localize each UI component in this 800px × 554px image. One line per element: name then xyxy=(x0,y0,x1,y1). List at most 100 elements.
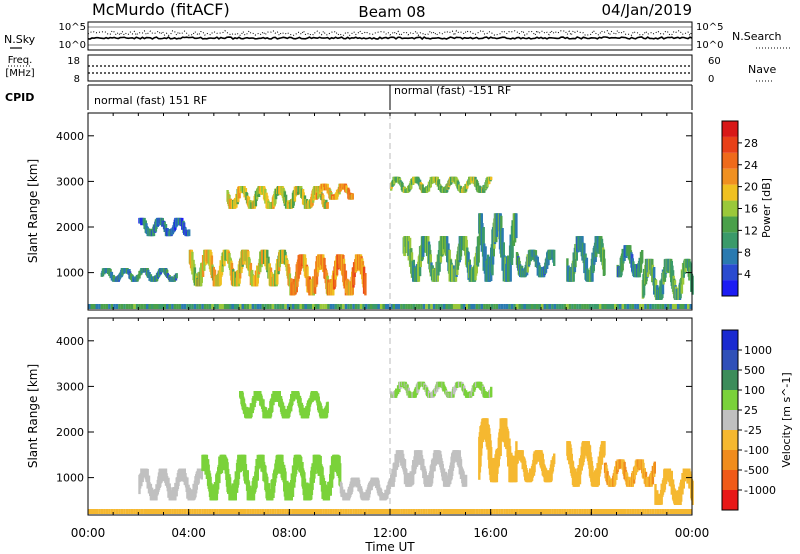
power-colorbar-swatch xyxy=(722,264,738,281)
freq-panel: Freq. [MHz] 18 8 60 0 Nave xyxy=(5,54,776,85)
velocity-near-range-cell xyxy=(500,509,504,514)
power-near-range-cell xyxy=(324,304,328,309)
velocity-near-range-cell xyxy=(578,509,582,514)
power-y-tick-label: 3000 xyxy=(56,175,84,188)
power-near-range-cell xyxy=(269,304,272,309)
power-near-range-cell xyxy=(271,304,275,309)
power-near-range-cell xyxy=(312,304,315,309)
power-near-range-cell xyxy=(518,304,521,309)
velocity-near-range-cell xyxy=(120,509,124,514)
velocity-colorbar-tick-label: 100 xyxy=(744,384,765,397)
power-near-range-cell xyxy=(304,304,307,309)
power-near-range-cell xyxy=(234,304,237,309)
power-near-range-cell xyxy=(568,304,572,309)
velocity-near-range-cell xyxy=(659,509,662,514)
power-near-range-cell xyxy=(339,304,343,309)
velocity-near-range-cell xyxy=(100,509,104,514)
power-near-range-cell xyxy=(120,304,124,309)
power-near-range-cell xyxy=(621,304,625,309)
velocity-near-range-cell xyxy=(490,509,494,514)
power-near-range-cell xyxy=(289,304,292,309)
cpid-mode-1: normal (fast) 151 RF xyxy=(94,94,207,107)
power-near-range-cell xyxy=(188,304,192,309)
velocity-near-range-cell xyxy=(661,509,665,514)
power-near-range-cell xyxy=(299,304,302,309)
velocity-near-range-cell xyxy=(392,509,396,514)
power-cell xyxy=(641,250,644,263)
velocity-near-range-cell xyxy=(644,509,647,514)
power-near-range-cell xyxy=(236,304,240,309)
power-near-range-cell xyxy=(460,304,464,309)
power-near-range-cell xyxy=(279,304,282,309)
power-near-range-cell xyxy=(681,304,685,309)
power-near-range-cell xyxy=(538,304,542,309)
velocity-near-range-cell xyxy=(347,509,350,514)
velocity-near-range-cell xyxy=(674,509,677,514)
power-panel: 1000 2000 3000 4000 Slant Range [km] xyxy=(26,112,694,311)
velocity-y-tick-label: 3000 xyxy=(56,380,84,393)
velocity-near-range-cell xyxy=(176,509,179,514)
power-near-range-cell xyxy=(616,304,620,309)
power-near-range-cell xyxy=(88,304,91,309)
power-near-range-cell xyxy=(588,304,592,309)
velocity-near-range-cell xyxy=(518,509,521,514)
power-near-range-cell xyxy=(118,304,121,309)
power-colorbar-swatch xyxy=(722,232,738,249)
power-near-range-cell xyxy=(656,304,660,309)
velocity-y-tick-label: 1000 xyxy=(56,472,84,485)
velocity-near-range-cell xyxy=(493,509,496,514)
power-near-range-cell xyxy=(548,304,552,309)
power-near-range-cell xyxy=(407,304,411,309)
power-near-range-cell xyxy=(566,304,569,309)
velocity-near-range-cell xyxy=(103,509,106,514)
velocity-panel: 1000 2000 3000 4000 00:00 04:00 08:00 12:00 16:… xyxy=(26,113,709,554)
velocity-near-range-cell xyxy=(324,509,328,514)
velocity-near-range-cell xyxy=(352,509,355,514)
velocity-near-range-cell xyxy=(626,509,630,514)
velocity-colorbar-swatch xyxy=(722,390,738,410)
velocity-near-range-cell xyxy=(684,509,688,514)
power-near-range-cell xyxy=(646,304,650,309)
power-near-range-cell xyxy=(687,304,690,309)
power-near-range-cell xyxy=(98,304,101,309)
velocity-near-range-cell xyxy=(153,509,156,514)
velocity-near-range-cell xyxy=(631,509,635,514)
velocity-near-range-cell xyxy=(296,509,300,514)
power-near-range-cell xyxy=(591,304,594,309)
velocity-near-range-cell xyxy=(468,509,471,514)
power-near-range-cell xyxy=(241,304,245,309)
velocity-near-range-cell xyxy=(319,509,323,514)
power-colorbar-swatch xyxy=(722,184,738,201)
power-near-range-cell xyxy=(261,304,265,309)
velocity-colorbar-tick-label: -100 xyxy=(744,444,769,457)
velocity-near-range-cell xyxy=(463,509,466,514)
power-near-range-cell xyxy=(664,304,667,309)
power-colorbar-swatch xyxy=(722,121,738,137)
power-near-range-cell xyxy=(354,304,358,309)
power-cell xyxy=(351,193,354,200)
power-colorbar-tick-label: 28 xyxy=(744,137,758,150)
velocity-near-range-cell xyxy=(430,509,433,514)
velocity-near-range-cell xyxy=(125,509,129,514)
power-near-range-cell xyxy=(322,304,325,309)
velocity-near-range-cell xyxy=(619,509,622,514)
velocity-near-range-cell xyxy=(274,509,277,514)
power-near-range-cell xyxy=(671,304,675,309)
velocity-colorbar-swatch xyxy=(722,410,738,430)
power-near-range-cell xyxy=(576,304,579,309)
power-near-range-cell xyxy=(153,304,156,309)
power-near-range-cell xyxy=(631,304,635,309)
power-near-range-cell xyxy=(130,304,134,309)
velocity-near-range-cell xyxy=(528,509,531,514)
power-near-range-cell xyxy=(624,304,627,309)
velocity-near-range-cell xyxy=(133,509,136,514)
power-near-range-cell xyxy=(629,304,632,309)
power-near-range-cell xyxy=(641,304,645,309)
power-near-range-cell xyxy=(422,304,426,309)
velocity-near-range-cell xyxy=(634,509,637,514)
velocity-near-range-cell xyxy=(329,509,333,514)
velocity-near-range-cell xyxy=(671,509,675,514)
power-near-range-cell xyxy=(148,304,151,309)
power-near-range-cell xyxy=(478,304,481,309)
velocity-near-range-cell xyxy=(314,509,318,514)
